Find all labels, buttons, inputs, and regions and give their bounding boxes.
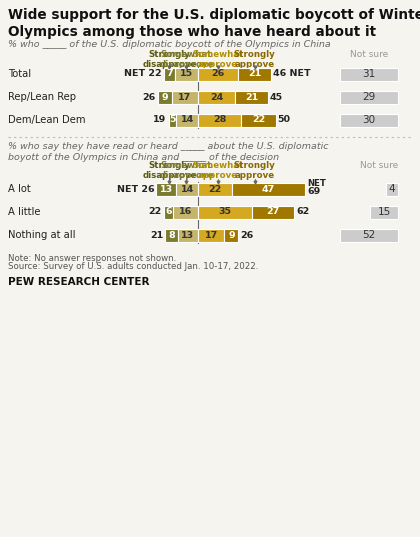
Text: 35: 35 xyxy=(219,207,231,216)
Text: 8: 8 xyxy=(168,230,175,240)
Text: 45: 45 xyxy=(270,92,283,101)
Text: Dem/Lean Dem: Dem/Lean Dem xyxy=(8,115,86,125)
Text: 26: 26 xyxy=(142,92,156,101)
Text: Total: Total xyxy=(8,69,31,79)
Text: 31: 31 xyxy=(362,69,375,79)
Bar xyxy=(198,206,252,219)
Text: % who say they have read or heard _____ about the U.S. diplomatic
boyott of the : % who say they have read or heard _____ … xyxy=(8,142,328,162)
Bar xyxy=(252,206,294,219)
Bar xyxy=(198,229,224,242)
Text: PEW RESEARCH CENTER: PEW RESEARCH CENTER xyxy=(8,277,150,287)
Text: % who _____ of the U.S. diplomatic boycott of the Olympics in China: % who _____ of the U.S. diplomatic boyco… xyxy=(8,40,331,49)
Text: 26: 26 xyxy=(212,69,225,78)
Text: Somewhat
disapprove: Somewhat disapprove xyxy=(159,50,213,69)
Text: 17: 17 xyxy=(205,230,218,240)
Bar xyxy=(164,68,175,81)
Bar xyxy=(176,183,198,195)
Text: Strongly
approve: Strongly approve xyxy=(234,50,276,69)
Text: Strongly
disapprove: Strongly disapprove xyxy=(142,161,197,180)
Text: Somewhat
approve: Somewhat approve xyxy=(192,50,244,69)
Text: Somewhat
disapprove: Somewhat disapprove xyxy=(159,161,213,180)
Text: Nothing at all: Nothing at all xyxy=(8,230,76,240)
Text: 69: 69 xyxy=(307,186,320,195)
Text: 15: 15 xyxy=(180,69,193,78)
Bar xyxy=(156,183,176,195)
Text: NET 22: NET 22 xyxy=(124,69,162,78)
Text: 5: 5 xyxy=(169,115,176,125)
Bar xyxy=(386,183,398,195)
Bar xyxy=(198,113,242,127)
Bar xyxy=(224,229,238,242)
Text: NET: NET xyxy=(307,178,326,187)
Text: Somewhat
approve: Somewhat approve xyxy=(192,161,244,180)
Text: 22: 22 xyxy=(208,185,222,193)
Bar xyxy=(238,68,271,81)
Text: 4: 4 xyxy=(388,184,395,194)
Bar xyxy=(164,206,173,219)
Text: Source: Survey of U.S. adults conducted Jan. 10-17, 2022.: Source: Survey of U.S. adults conducted … xyxy=(8,262,258,271)
Text: 52: 52 xyxy=(362,230,375,240)
Bar xyxy=(340,229,398,242)
Bar xyxy=(198,91,235,104)
Text: 9: 9 xyxy=(161,92,168,101)
Text: 22: 22 xyxy=(252,115,265,125)
Text: 6: 6 xyxy=(165,207,172,216)
Text: 21: 21 xyxy=(245,92,258,101)
Bar xyxy=(172,91,198,104)
Bar xyxy=(165,229,178,242)
Bar xyxy=(340,68,398,81)
Text: 22: 22 xyxy=(149,207,162,216)
Text: A little: A little xyxy=(8,207,40,217)
Text: Strongly
disapprove: Strongly disapprove xyxy=(142,50,197,69)
Text: Wide support for the U.S. diplomatic boycott of Winter
Olympics among those who : Wide support for the U.S. diplomatic boy… xyxy=(8,8,420,39)
Text: Strongly
approve: Strongly approve xyxy=(234,161,276,180)
Text: 27: 27 xyxy=(267,207,280,216)
Text: 46 NET: 46 NET xyxy=(273,69,310,78)
Text: Note: No answer responses not shown.: Note: No answer responses not shown. xyxy=(8,254,176,263)
Bar xyxy=(340,91,398,104)
Bar xyxy=(370,206,398,219)
Text: 24: 24 xyxy=(210,92,223,101)
Text: A lot: A lot xyxy=(8,184,31,194)
Bar xyxy=(198,68,238,81)
Text: 50: 50 xyxy=(278,115,291,125)
Text: 7: 7 xyxy=(166,69,173,78)
Bar xyxy=(168,113,176,127)
Text: 29: 29 xyxy=(362,92,375,102)
Text: 9: 9 xyxy=(228,230,235,240)
Text: 21: 21 xyxy=(248,69,261,78)
Bar xyxy=(158,91,172,104)
Text: Not sure: Not sure xyxy=(360,161,398,170)
Text: 13: 13 xyxy=(181,230,194,240)
Text: 15: 15 xyxy=(378,207,391,217)
Bar xyxy=(241,113,276,127)
Bar xyxy=(340,113,398,127)
Bar xyxy=(178,229,198,242)
Text: 13: 13 xyxy=(160,185,173,193)
Text: 47: 47 xyxy=(262,185,275,193)
Text: Rep/Lean Rep: Rep/Lean Rep xyxy=(8,92,76,102)
Bar xyxy=(235,91,268,104)
Text: 62: 62 xyxy=(296,207,310,216)
Bar xyxy=(198,183,232,195)
Text: Not sure: Not sure xyxy=(350,50,388,59)
Text: 21: 21 xyxy=(150,230,163,240)
Bar xyxy=(173,206,198,219)
Text: 17: 17 xyxy=(178,92,192,101)
Text: 19: 19 xyxy=(153,115,167,125)
Bar xyxy=(175,68,198,81)
Text: 28: 28 xyxy=(213,115,226,125)
Text: 14: 14 xyxy=(181,185,194,193)
Text: NET 26: NET 26 xyxy=(116,185,154,193)
Bar xyxy=(176,113,198,127)
Bar xyxy=(232,183,305,195)
Text: 30: 30 xyxy=(362,115,375,125)
Text: 14: 14 xyxy=(181,115,194,125)
Text: 16: 16 xyxy=(179,207,192,216)
Text: 26: 26 xyxy=(240,230,254,240)
